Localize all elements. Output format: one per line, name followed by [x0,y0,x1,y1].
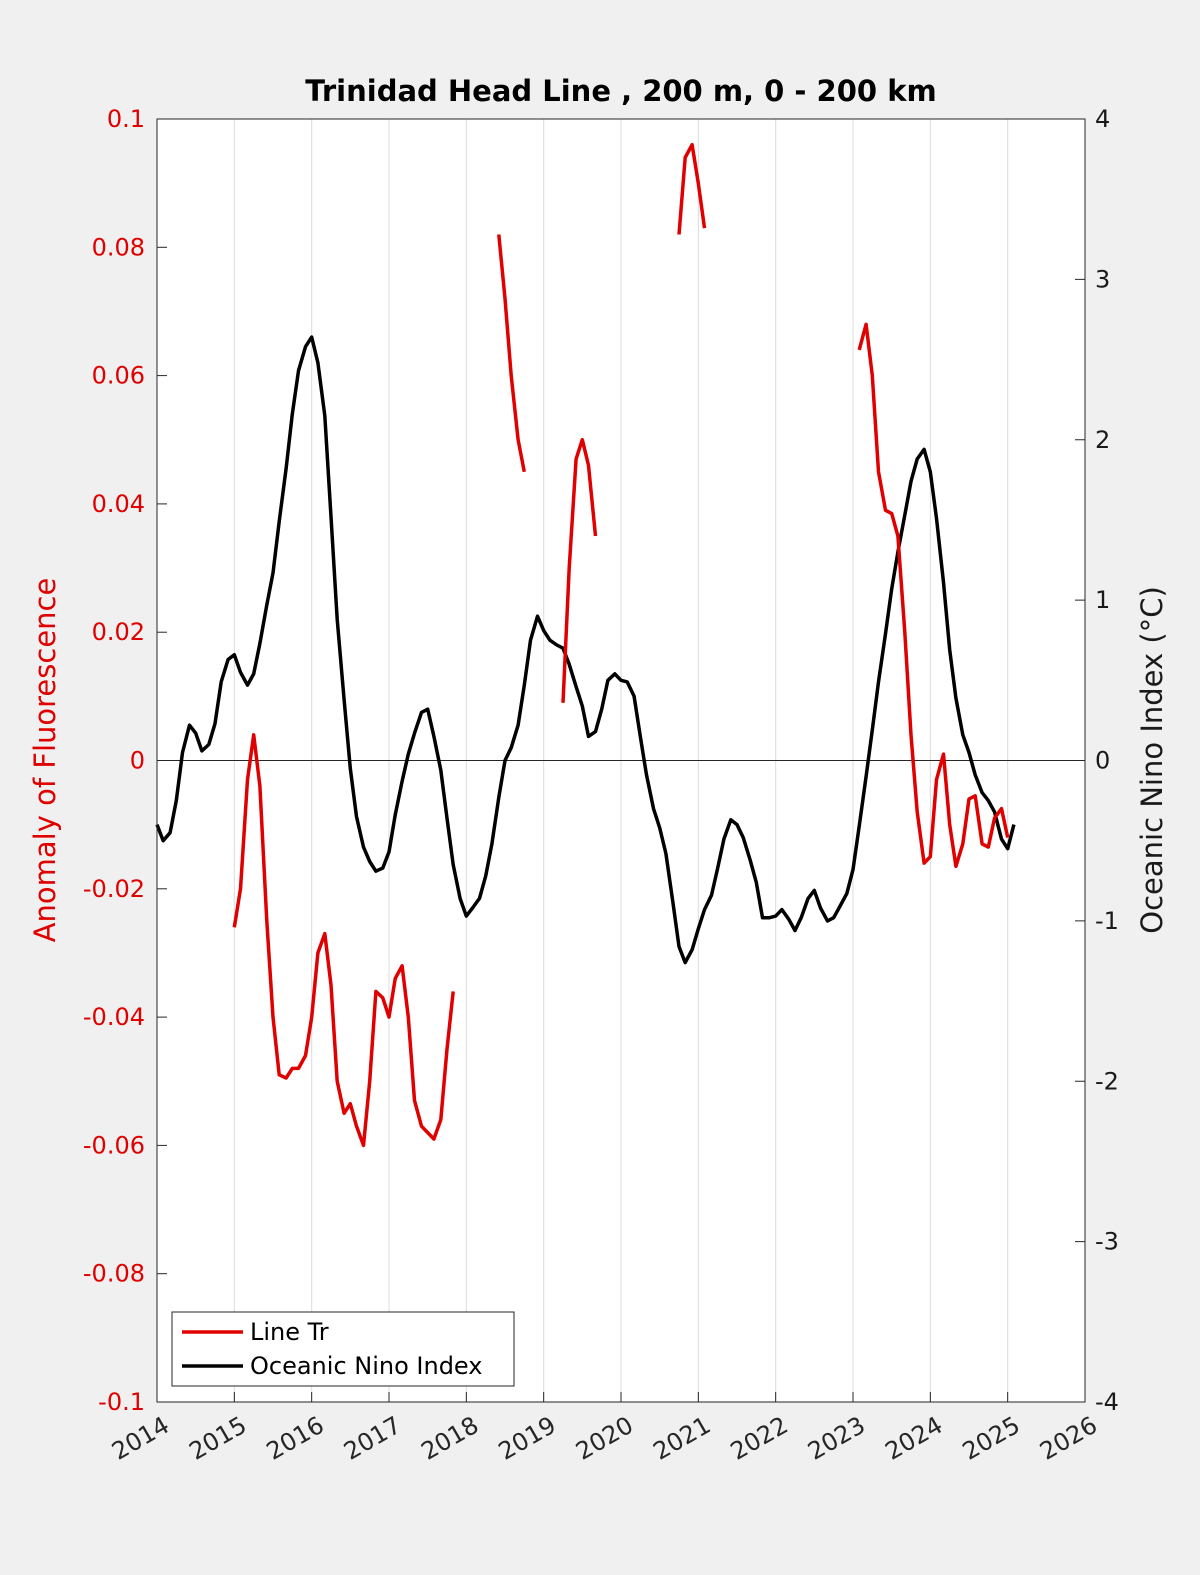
x-tick-label: 2023 [803,1411,870,1466]
legend-label-line-tr: Line Tr [250,1318,329,1346]
y-left-tick-label: -0.02 [83,875,145,903]
legend-box [171,1311,515,1387]
x-tick-label: 2019 [494,1411,561,1466]
y-left-tick-label: 0.08 [92,233,145,261]
y-axis-right: -4 -3 -2 -1 0 1 2 3 4 [1075,105,1119,1416]
legend: Line Tr Oceanic Nino Index [171,1311,515,1387]
series-line-oni [155,335,1016,965]
y-right-tick-label: -4 [1095,1388,1119,1416]
y-right-tick-label: -3 [1095,1228,1119,1256]
x-tick-label: 2017 [339,1411,406,1466]
y-left-tick-label: 0.02 [92,618,145,646]
y-right-tick-label: -2 [1095,1067,1119,1095]
x-tick-label: 2020 [571,1411,638,1466]
x-tick-label: 2015 [184,1411,251,1466]
x-axis: 2014 2015 2016 2017 2018 2019 2020 2021 2022 2023… [107,1392,1102,1466]
x-tick-label: 2021 [648,1411,715,1466]
x-tick-label: 2014 [107,1411,174,1466]
y-right-tick-label: 1 [1095,586,1110,614]
y-right-tick-label: -1 [1095,907,1119,935]
y-left-tick-label: 0.06 [92,362,145,390]
y-right-tick-label: 3 [1095,265,1110,293]
y-left-tick-label: 0.04 [92,490,145,518]
y-axis-left: -0.1 -0.08 -0.06 -0.04 -0.02 0 0.02 0.04 0.06 0.0… [83,105,167,1416]
y-axis-right-label: Oceanic Nino Index (°C) [1135,586,1169,934]
y-right-tick-label: 2 [1095,426,1110,454]
x-tick-label: 2022 [726,1411,793,1466]
series-line-line-tr [497,234,527,473]
y-left-tick-label: -0.04 [83,1003,145,1031]
series-line-line-tr [677,142,707,235]
x-tick-label: 2026 [1035,1411,1102,1466]
x-tick-label: 2025 [958,1411,1025,1466]
y-right-tick-label: 4 [1095,105,1110,133]
x-tick-label: 2024 [880,1411,947,1466]
y-left-tick-label: 0.1 [107,105,145,133]
series-line-line-tr [232,733,455,1148]
y-right-tick-label: 0 [1095,747,1110,775]
series-line-line-tr [857,322,1010,869]
y-left-tick-label: -0.08 [83,1260,145,1288]
x-tick-label: 2018 [416,1411,483,1466]
legend-label-oni: Oceanic Nino Index [250,1352,482,1380]
chart-title: Trinidad Head Line , 200 m, 0 - 200 km [305,74,936,108]
y-left-tick-label: -0.1 [98,1388,145,1416]
x-tick-label: 2016 [262,1411,329,1466]
y-left-tick-label: -0.06 [83,1131,145,1159]
series-lines [155,142,1016,1148]
y-left-tick-label: 0 [130,747,145,775]
series-line-line-tr [561,437,598,703]
y-axis-left-label: Anomaly of Fluorescence [28,578,62,943]
